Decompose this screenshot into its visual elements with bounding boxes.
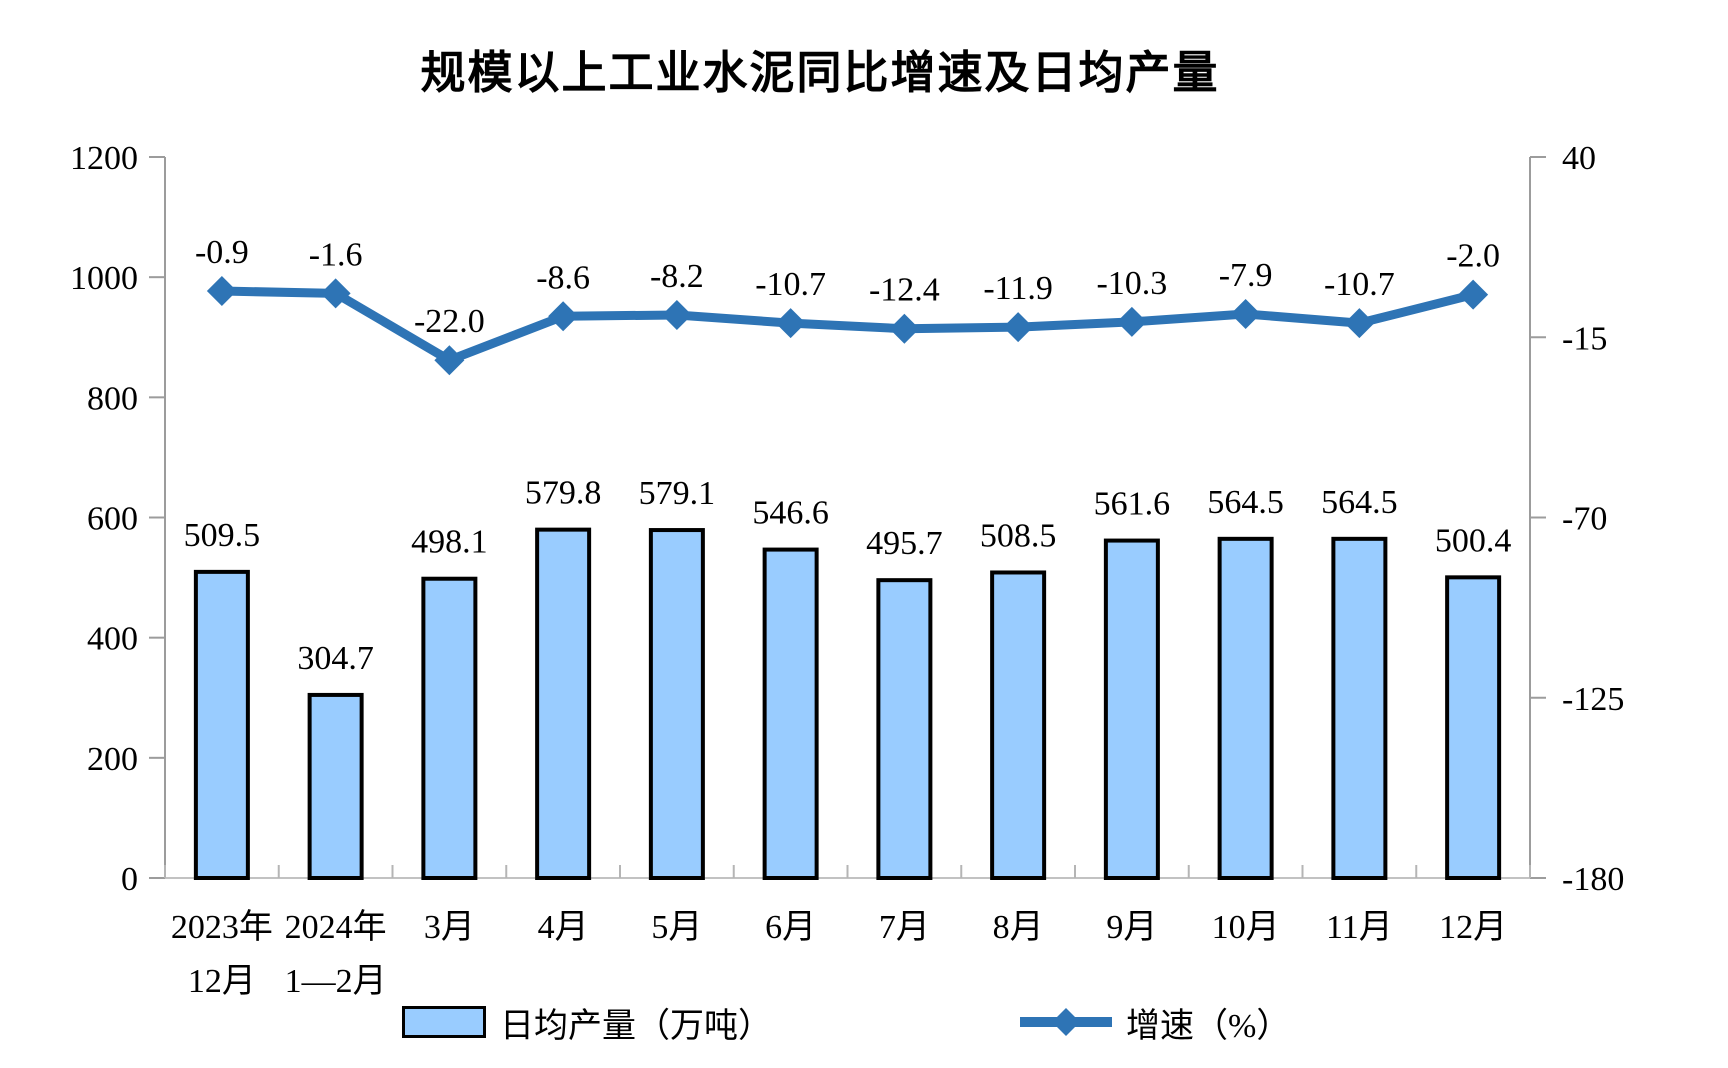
x-axis-label: 12月 <box>1439 909 1507 946</box>
line-value-label: -12.4 <box>869 272 940 309</box>
right-axis-tick-label: -70 <box>1562 501 1607 538</box>
legend-label-daily-output: 日均产量（万吨） <box>500 1007 772 1045</box>
line-value-label: -0.9 <box>195 234 249 271</box>
left-axis-tick-label: 400 <box>87 621 138 658</box>
line-value-label: -1.6 <box>309 236 363 273</box>
x-axis-label: 5月 <box>651 909 702 946</box>
line-marker-diamond-icon <box>1458 279 1489 310</box>
right-axis-tick-label: -180 <box>1562 861 1624 898</box>
line-marker-diamond-icon <box>661 299 692 330</box>
left-axis-tick-label: 1000 <box>70 260 138 297</box>
line-marker-diamond-icon <box>775 308 806 339</box>
bar <box>1103 538 1160 881</box>
line-value-label: -22.0 <box>414 303 485 340</box>
legend-label-growth-rate: 增速（%） <box>1126 1007 1291 1045</box>
x-axis-label: 3月 <box>424 909 475 946</box>
x-axis-label: 6月 <box>765 909 816 946</box>
bar-value-label: 304.7 <box>297 640 374 677</box>
bar-value-label: 508.5 <box>980 517 1057 554</box>
line-value-label: -10.7 <box>1324 266 1395 303</box>
bar-value-label: 564.5 <box>1321 484 1398 521</box>
bar <box>990 570 1047 880</box>
x-axis-label: 1—2月 <box>285 963 387 1000</box>
line-value-label: -10.7 <box>755 266 826 303</box>
line-marker-diamond-icon <box>320 278 351 309</box>
line-value-label: -8.2 <box>650 258 704 295</box>
bar <box>1217 536 1274 880</box>
line-marker-diamond-icon <box>1344 308 1375 339</box>
x-axis-label: 12月 <box>188 963 256 1000</box>
line-value-label: -7.9 <box>1219 257 1273 294</box>
x-axis-label: 9月 <box>1106 909 1157 946</box>
right-axis-tick-label: -125 <box>1562 681 1624 718</box>
left-axis-tick-label: 800 <box>87 380 138 417</box>
line-value-label: -8.6 <box>536 259 590 296</box>
line-marker-diamond-icon <box>1230 298 1261 329</box>
right-axis-tick-label: 40 <box>1562 140 1596 177</box>
bar <box>1331 536 1388 880</box>
left-axis-tick-label: 200 <box>87 741 138 778</box>
x-axis-label: 2023年 <box>171 908 273 946</box>
line-marker-diamond-icon <box>206 276 237 307</box>
bar-value-label: 561.6 <box>1094 486 1171 523</box>
line-value-label: -10.3 <box>1096 265 1167 302</box>
left-axis-tick-label: 600 <box>87 501 138 538</box>
daily-output-bar-swatch-icon <box>402 1006 486 1038</box>
line-value-label: -2.0 <box>1446 238 1500 275</box>
bar <box>1445 575 1502 881</box>
bar-value-label: 579.8 <box>525 475 602 512</box>
bar-value-label: 546.6 <box>752 495 829 532</box>
line-marker-diamond-icon <box>1116 306 1147 337</box>
bar-value-label: 579.1 <box>639 475 716 512</box>
right-axis-tick-label: -15 <box>1562 320 1607 357</box>
bar <box>648 528 705 881</box>
bar-value-label: 495.7 <box>866 525 943 562</box>
line-marker-diamond-icon <box>889 313 920 344</box>
bar-value-label: 509.5 <box>184 517 261 554</box>
bar-value-label: 500.4 <box>1435 522 1512 559</box>
x-axis-label: 10月 <box>1212 909 1280 946</box>
line-marker-diamond-icon <box>1003 312 1034 343</box>
bar-value-label: 564.5 <box>1207 484 1284 521</box>
bar <box>535 527 592 880</box>
line-marker-diamond-icon <box>548 301 579 332</box>
x-axis-label: 2024年 <box>285 908 387 946</box>
chart-title: 规模以上工业水泥同比增速及日均产量 <box>420 48 1220 98</box>
bar <box>193 569 250 880</box>
growth-line-swatch-icon <box>1020 1008 1112 1036</box>
growth-line <box>217 286 1478 365</box>
x-axis-label: 8月 <box>993 909 1044 946</box>
legend-item-growth-rate: 增速（%） <box>1020 1000 1291 1045</box>
left-axis-tick-label: 1200 <box>70 140 138 177</box>
x-axis-label: 4月 <box>538 909 589 946</box>
line-value-label: -11.9 <box>983 270 1053 307</box>
left-axis-tick-label: 0 <box>121 861 138 898</box>
x-axis-label: 11月 <box>1326 909 1393 946</box>
legend-item-daily-output: 日均产量（万吨） <box>402 1000 772 1045</box>
bar <box>307 692 364 880</box>
bar <box>762 547 819 880</box>
line-marker-diamond-icon <box>434 345 465 376</box>
x-axis-label: 7月 <box>879 909 930 946</box>
bar <box>421 576 478 880</box>
bar <box>876 578 933 880</box>
bar-value-label: 498.1 <box>411 524 488 561</box>
